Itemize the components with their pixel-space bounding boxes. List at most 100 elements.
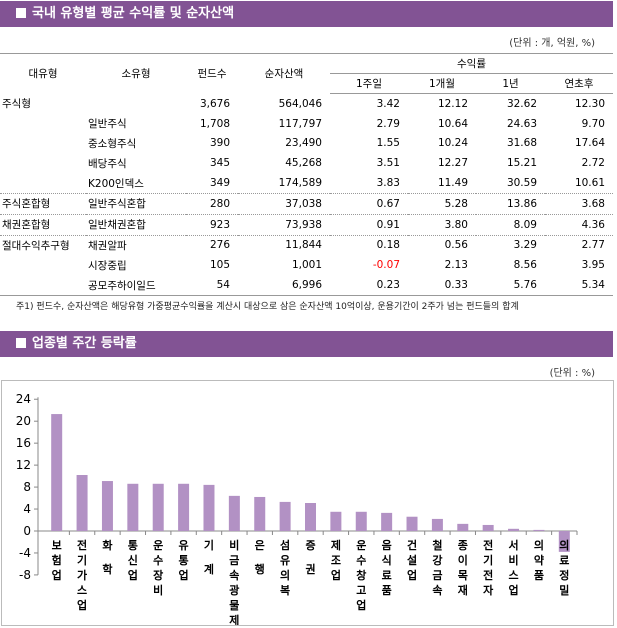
- bar-음식료품: [381, 512, 393, 531]
- cell-major: [0, 134, 86, 154]
- bar-의약품: [533, 529, 545, 531]
- cell-funds: 390: [209, 137, 230, 150]
- chart-unit-label: (단위 : %): [549, 368, 595, 379]
- bar-철강금속: [431, 518, 443, 531]
- cell-assets: 564,046: [278, 97, 322, 110]
- cell-assets: 1,001: [291, 259, 322, 272]
- y-tick-label: 8: [23, 480, 31, 494]
- header-major: 대유형: [0, 53, 86, 94]
- cell-w1: -0.07: [372, 259, 400, 272]
- cell-funds: 345: [209, 157, 230, 170]
- footnote: 주1) 펀드수, 순자산액은 해당유형 가중평균수익률을 계산시 대상으로 삼은…: [16, 302, 519, 312]
- cell-funds: 1,708: [199, 117, 230, 130]
- cell-m1: 10.24: [437, 137, 468, 150]
- bar-비금속광물제품: [228, 495, 240, 531]
- cell-minor: K200인덱스: [88, 177, 144, 190]
- bar-섬유의복: [279, 501, 291, 531]
- cell-assets: 23,490: [285, 137, 322, 150]
- cell-major: [0, 275, 86, 296]
- cell-major: [0, 153, 86, 173]
- y-tick-label: 0: [23, 524, 31, 538]
- y-tick-label: 12: [16, 458, 31, 472]
- cell-y1: 31.68: [506, 137, 537, 150]
- square-bullet-icon: [16, 338, 26, 348]
- cell-major: [0, 173, 86, 193]
- bar-건설업: [406, 516, 418, 531]
- table-row: 일반주식 1,708 117,797 2.79 10.64 24.63 9.70: [0, 114, 613, 134]
- cell-y1: 8.09: [476, 213, 545, 236]
- cell-major: 주식형: [2, 98, 31, 111]
- cell-y1: 30.59: [506, 177, 537, 190]
- cell-y1: 32.62: [506, 97, 537, 110]
- square-bullet-icon: [16, 8, 26, 18]
- bar-의료정밀: [558, 531, 570, 552]
- bar-증권: [305, 503, 316, 531]
- bar-운수장비: [152, 483, 164, 531]
- cell-y1: 5.76: [476, 275, 545, 296]
- cell-assets: 6,996: [238, 275, 330, 296]
- cell-w1: 3.83: [376, 177, 400, 190]
- table-row: 주식형 3,676 564,046 3.42 12.12 32.62 12.30: [0, 94, 613, 114]
- bar-은행: [254, 496, 266, 531]
- section-title-bar-2: 업종별 주간 등락률: [0, 331, 613, 357]
- cell-m1: 0.56: [408, 234, 476, 256]
- cell-minor: 일반주식혼합: [86, 192, 186, 215]
- cell-m1: 10.64: [437, 117, 468, 130]
- y-tick-label: -4: [19, 546, 31, 560]
- cell-w1: 1.55: [376, 137, 400, 150]
- cell-minor: 일반주식: [88, 118, 127, 131]
- header-1m: 1개월: [408, 73, 476, 94]
- cell-minor: 일반채권혼합: [86, 213, 186, 236]
- cell-major: [0, 255, 86, 275]
- bar-종이목재: [457, 523, 469, 531]
- cell-funds: 276: [186, 234, 238, 256]
- cell-ytd: 12.30: [574, 97, 605, 110]
- cell-funds: 923: [186, 213, 238, 236]
- cell-assets: 117,797: [278, 117, 322, 130]
- bar-통신업: [127, 483, 139, 531]
- header-minor: 소유형: [86, 53, 186, 94]
- cell-assets: 11,844: [238, 234, 330, 256]
- header-assets: 순자산액: [238, 53, 330, 94]
- table-row: K200인덱스 349 174,589 3.83 11.49 30.59 10.61: [0, 173, 613, 193]
- bar-제조업: [330, 511, 342, 531]
- table-row: 배당주식 345 45,268 3.51 12.27 15.21 2.72: [0, 153, 613, 173]
- cell-major: [0, 114, 86, 134]
- cell-ytd: 2.72: [581, 157, 605, 170]
- cell-m1: 0.33: [408, 275, 476, 296]
- cell-y1: 3.29: [476, 234, 545, 256]
- chart-frame: 24 20 16 12 8 4 0 -4 -8 보 험 업 전 기 가 스 업 화 학 통 신 업 운 수 장 비 유 통 업 기 계 비 금 속…: [1, 380, 614, 627]
- cell-minor: [86, 94, 186, 114]
- cell-m1: 2.13: [444, 259, 468, 272]
- header-1y: 1년: [476, 73, 545, 94]
- sector-weekly-change-chart: 24 20 16 12 8 4 0 -4 -8 보 험 업 전 기 가 스 업 화 학 통 신 업 운 수 장 비 유 통 업 기 계 비 금 속…: [16, 392, 578, 627]
- cell-minor: 배당주식: [88, 157, 127, 170]
- cell-minor: 채권알파: [86, 234, 186, 256]
- y-tick-label: 24: [16, 392, 31, 406]
- cell-funds: 105: [209, 259, 230, 272]
- cell-m1: 3.80: [408, 213, 476, 236]
- cell-major: 절대수익추구형: [0, 234, 86, 256]
- cell-ytd: 9.70: [581, 117, 605, 130]
- header-1w: 1주일: [330, 73, 408, 94]
- cell-ytd: 10.61: [574, 177, 605, 190]
- cell-minor: 공모주하이일드: [86, 275, 186, 296]
- table-row: 주식혼합형 일반주식혼합 280 37,038 0.67 5.28 13.86 3.68: [0, 192, 613, 215]
- cell-y1: 8.56: [513, 259, 537, 272]
- cell-assets: 73,938: [238, 213, 330, 236]
- cell-m1: 11.49: [437, 177, 468, 190]
